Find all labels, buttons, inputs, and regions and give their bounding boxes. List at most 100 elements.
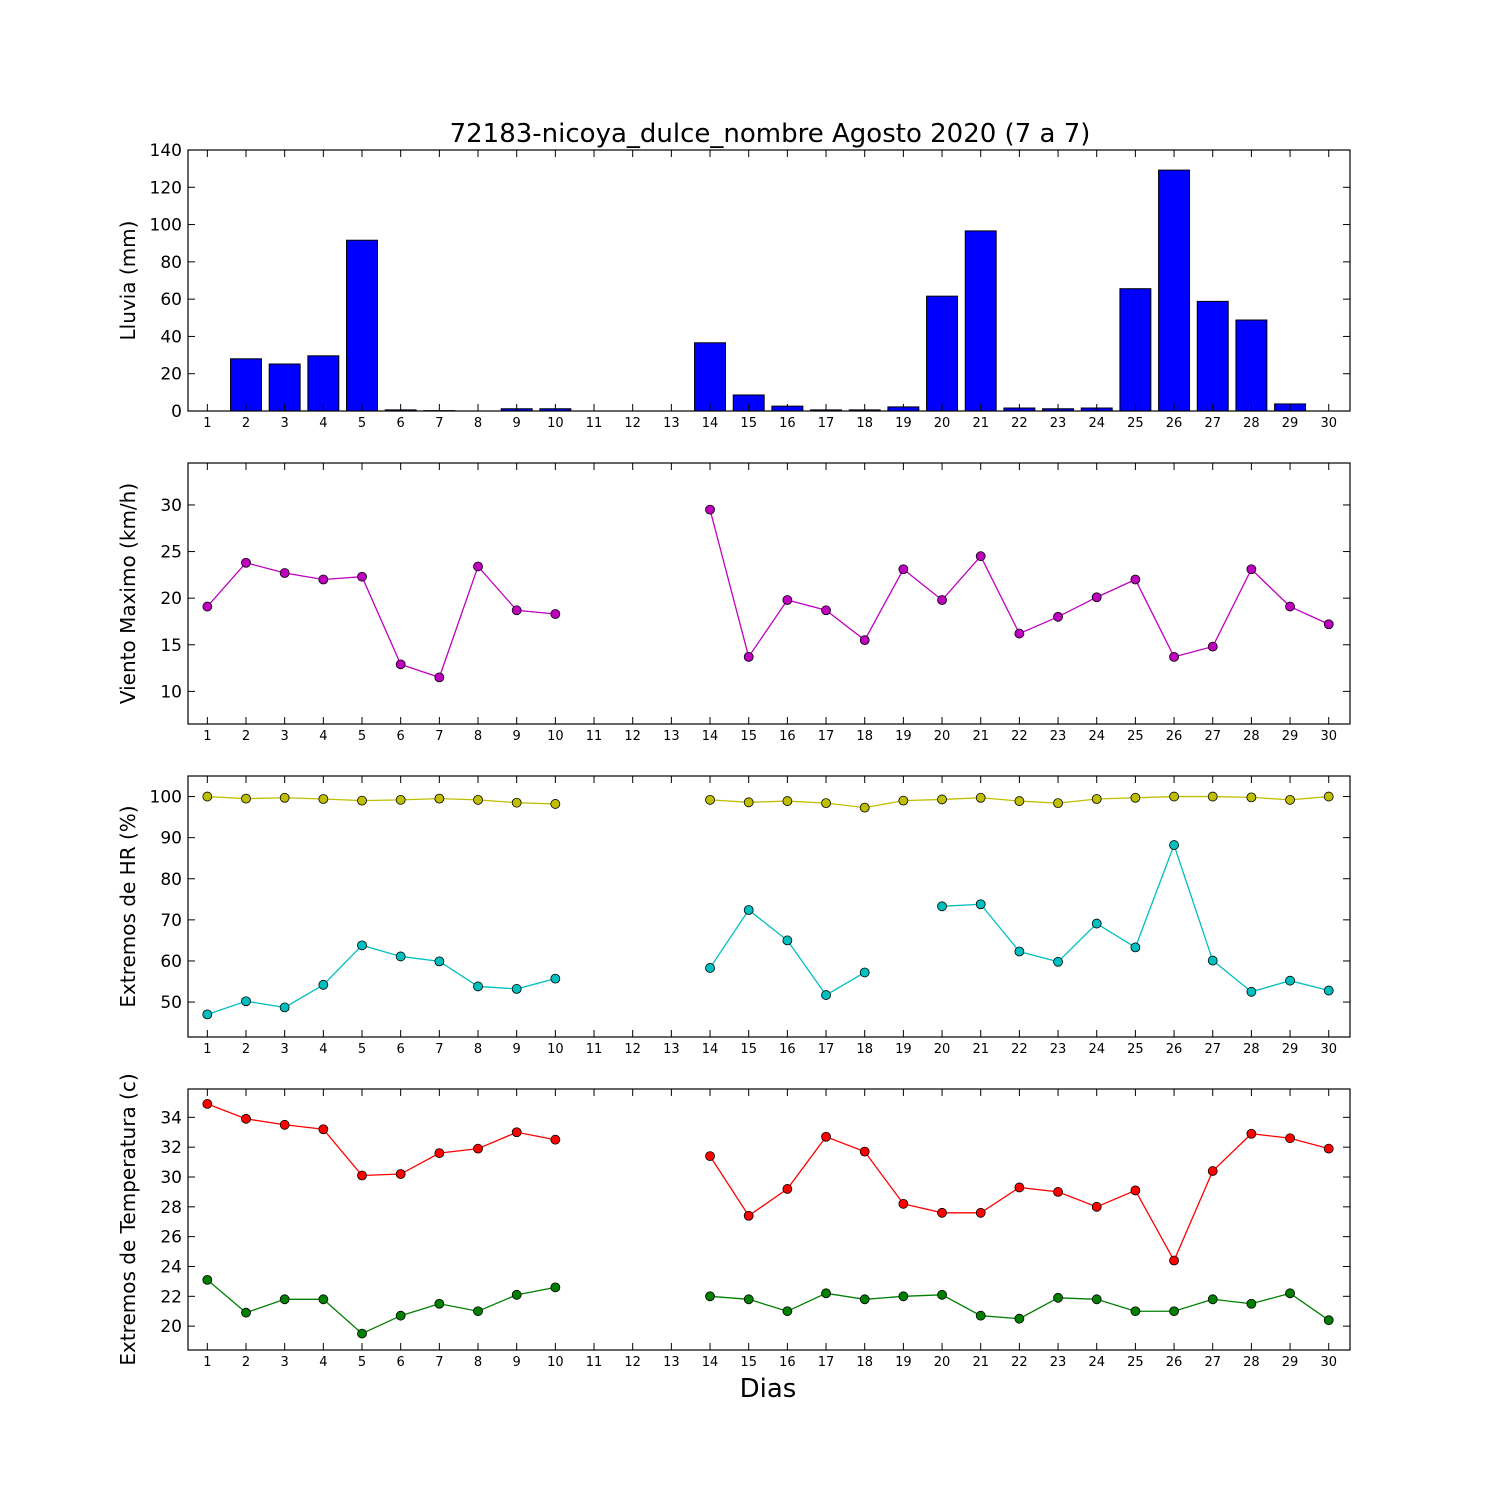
x-tick-label: 24	[1088, 1355, 1105, 1370]
y-tick-label: 100	[150, 788, 182, 808]
point-series-1-day-8	[473, 561, 483, 572]
x-tick-label: 24	[1088, 729, 1105, 744]
x-tick-label: 1	[203, 1355, 211, 1370]
bar-day-20	[926, 295, 959, 412]
point-series-2-day-6	[395, 951, 406, 962]
bar-day-28	[1235, 319, 1268, 412]
point-series-1-day-26	[1169, 1255, 1179, 1266]
x-tick-label: 8	[474, 1355, 482, 1370]
point-series-2-day-4	[318, 979, 329, 990]
x-tick-label: 30	[1320, 1042, 1337, 1057]
x-tick-label: 2	[242, 416, 250, 431]
x-tick-label: 27	[1204, 729, 1221, 744]
point-series-2-day-25	[1130, 1306, 1141, 1317]
point-series-1-day-7	[434, 793, 445, 804]
y-tick-label: 15	[160, 636, 182, 656]
point-series-1-day-25	[1130, 792, 1141, 803]
point-series-2-day-23	[1053, 1292, 1063, 1303]
y-tick-label: 32	[160, 1138, 182, 1158]
x-tick-label: 19	[895, 416, 912, 431]
y-tick-label: 26	[160, 1228, 182, 1248]
point-series-2-day-9	[511, 984, 522, 994]
series-1-line-segment	[207, 1103, 556, 1177]
axes-frame	[187, 462, 1351, 725]
x-tick-label: 16	[779, 416, 796, 431]
point-series-1-day-5	[357, 571, 367, 582]
x-tick-label: 11	[586, 1355, 603, 1370]
x-tick-label: 6	[397, 729, 405, 744]
x-tick-label: 30	[1320, 729, 1337, 744]
point-series-2-day-3	[279, 1002, 290, 1013]
x-tick-label: 6	[397, 1355, 405, 1370]
point-series-1-day-3	[279, 568, 290, 578]
point-series-2-day-29	[1285, 975, 1295, 986]
point-series-1-day-30	[1323, 619, 1334, 630]
x-tick-label: 17	[818, 729, 835, 744]
x-tick-label: 17	[818, 1042, 835, 1057]
x-tick-label: 15	[740, 1042, 757, 1057]
point-series-1-day-14	[705, 794, 715, 805]
bar-day-14	[694, 342, 726, 412]
x-tick-label: 23	[1050, 416, 1067, 431]
x-tick-label: 14	[702, 1355, 719, 1370]
y-tick-label: 60	[160, 952, 182, 972]
point-series-1-day-18	[859, 802, 870, 813]
point-series-1-day-24	[1091, 794, 1102, 804]
x-tick-label: 13	[663, 729, 680, 744]
x-tick-label: 1	[203, 1042, 211, 1057]
point-series-2-day-7	[434, 956, 445, 967]
x-axis-label: Dias	[740, 1374, 797, 1404]
x-tick-label: 29	[1282, 1042, 1299, 1057]
point-series-2-day-14	[705, 963, 715, 973]
point-series-1-day-20	[937, 794, 947, 805]
point-series-1-day-27	[1207, 1166, 1218, 1176]
point-series-1-day-2	[241, 793, 251, 804]
x-tick-label: 12	[624, 1355, 641, 1370]
point-series-2-day-18	[859, 1294, 870, 1305]
y-tick-label: 50	[160, 993, 182, 1013]
x-tick-label: 23	[1050, 1355, 1067, 1370]
x-tick-label: 6	[397, 1042, 405, 1057]
x-tick-label: 20	[934, 1042, 951, 1057]
point-series-2-day-30	[1323, 985, 1334, 996]
point-series-2-day-22	[1014, 1313, 1025, 1324]
series-2-line-segment	[207, 944, 556, 1016]
x-tick-label: 18	[856, 1042, 873, 1057]
y-tick-label: 40	[160, 327, 182, 347]
point-series-2-day-24	[1091, 1294, 1102, 1305]
point-series-1-day-8	[473, 794, 483, 805]
x-tick-label: 8	[474, 1042, 482, 1057]
point-series-2-day-10	[550, 1282, 561, 1293]
y-tick-label: 0	[171, 402, 182, 422]
y-axis-label: Lluvia (mm)	[116, 221, 140, 341]
x-tick-label: 3	[281, 416, 289, 431]
point-series-2-day-2	[241, 996, 251, 1007]
x-tick-label: 10	[547, 416, 564, 431]
x-tick-label: 14	[702, 729, 719, 744]
point-series-2-day-15	[743, 905, 754, 915]
y-tick-label: 20	[160, 365, 182, 385]
point-series-1-day-9	[511, 1127, 522, 1138]
y-tick-label: 90	[160, 829, 182, 849]
point-series-2-day-16	[782, 935, 793, 946]
x-tick-label: 3	[281, 729, 289, 744]
x-tick-label: 9	[513, 1355, 521, 1370]
point-series-2-day-8	[473, 981, 483, 992]
point-series-1-day-10	[550, 1134, 561, 1145]
point-series-1-day-29	[1285, 601, 1295, 612]
x-tick-label: 9	[513, 729, 521, 744]
x-tick-label: 20	[934, 416, 951, 431]
point-series-1-day-16	[782, 1184, 793, 1194]
x-tick-label: 12	[624, 1042, 641, 1057]
x-tick-label: 29	[1282, 416, 1299, 431]
x-tick-label: 7	[435, 1042, 443, 1057]
point-series-1-day-30	[1323, 1143, 1334, 1154]
point-series-1-day-4	[318, 1124, 329, 1135]
plot-area	[188, 1089, 1350, 1350]
point-series-1-day-17	[821, 798, 831, 809]
point-series-2-day-26	[1169, 840, 1179, 850]
point-series-1-day-4	[318, 574, 329, 585]
bar-day-3	[268, 363, 301, 412]
